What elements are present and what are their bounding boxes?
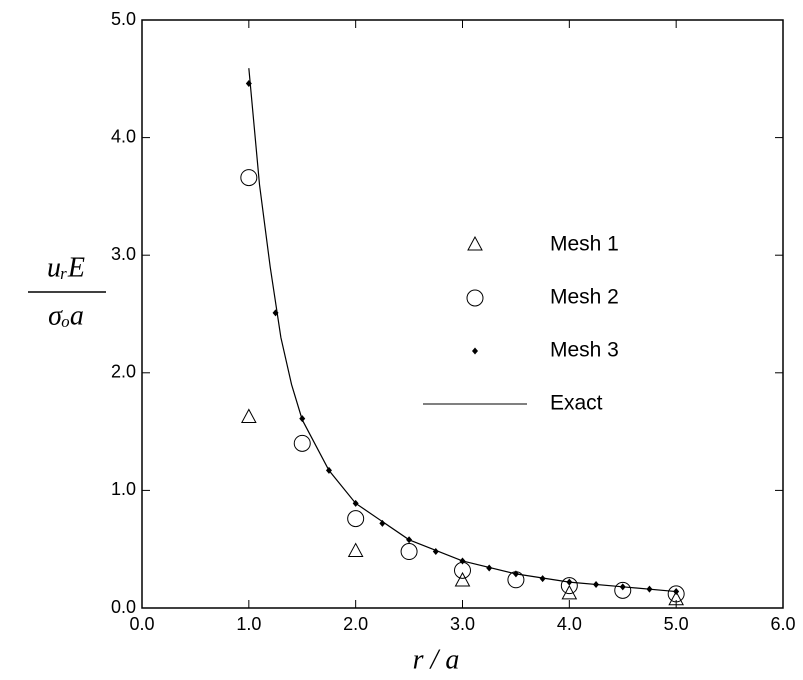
legend-marker [467,235,483,251]
point [347,542,364,558]
y-tick-label: 3.0 [111,244,136,264]
point [240,169,258,187]
point [614,581,632,599]
legend-marker [472,347,478,355]
x-tick-label: 1.0 [236,614,261,634]
y-axis-label-numerator: uᵣE [47,252,85,283]
exact-line [248,68,677,593]
point [240,408,257,423]
point [293,434,311,452]
y-tick-label: 5.0 [111,9,136,29]
y-tick-label: 1.0 [111,479,136,499]
legend-label: Exact [550,392,603,415]
legend-marker [466,289,484,307]
x-tick-label: 0.0 [129,614,154,634]
legend-label: Mesh 3 [550,339,619,362]
x-tick-label: 5.0 [664,614,689,634]
point [560,577,578,595]
x-tick-label: 2.0 [343,614,368,634]
plot-frame [141,19,784,609]
point [668,590,685,606]
x-axis-label: r / a [413,644,460,675]
point [379,519,386,527]
x-tick-label: 6.0 [770,614,795,634]
y-tick-label: 0.0 [111,597,136,617]
point [347,510,365,528]
y-tick-label: 2.0 [111,362,136,382]
y-tick-label: 4.0 [111,126,136,146]
y-axis-label-denominator: σₒa [48,300,84,331]
point [454,561,471,579]
point [400,543,418,561]
x-tick-label: 3.0 [450,614,475,634]
x-tick-label: 4.0 [557,614,582,634]
legend-label: Mesh 1 [550,233,619,256]
point [667,585,685,603]
legend-label: Mesh 2 [550,286,619,309]
point [454,571,471,587]
